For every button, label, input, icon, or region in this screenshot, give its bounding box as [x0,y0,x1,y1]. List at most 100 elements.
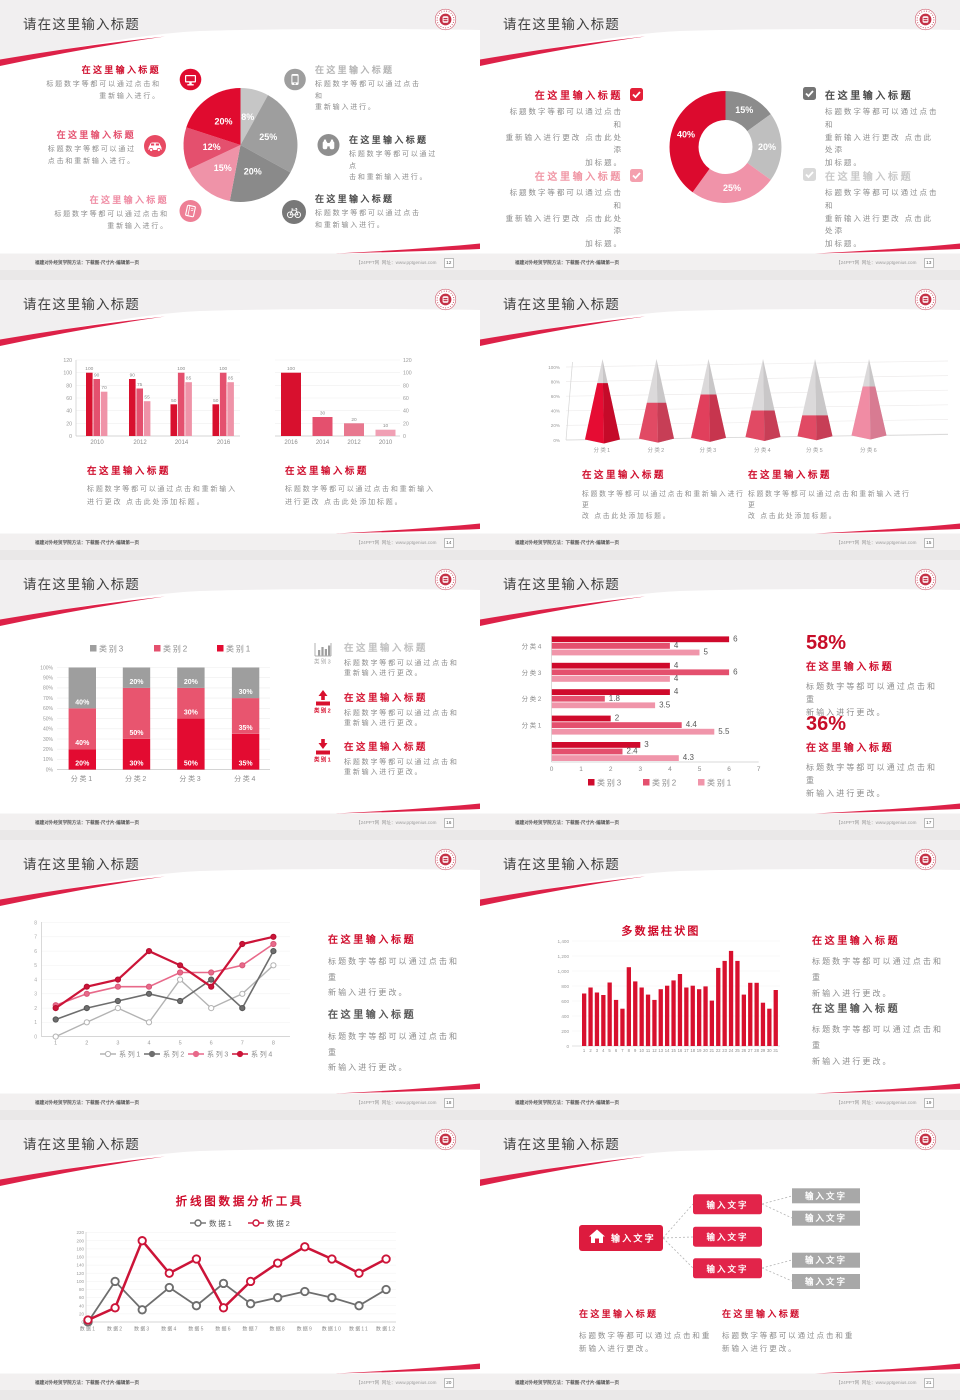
svg-text:数据12: 数据12 [376,1326,396,1333]
svg-text:2010: 2010 [379,440,393,446]
svg-text:23: 23 [722,1048,727,1053]
svg-text:20%: 20% [184,679,199,686]
svg-text:3: 3 [596,1048,599,1053]
svg-text:4: 4 [668,766,672,773]
svg-text:60: 60 [79,1295,85,1300]
svg-text:2010: 2010 [90,440,104,446]
svg-text:多数据柱状图: 多数据柱状图 [621,924,700,938]
svg-text:类别3: 类别3 [597,778,623,788]
svg-text:1: 1 [583,1048,586,1053]
svg-text:0: 0 [69,434,72,440]
svg-text:4: 4 [674,674,679,683]
svg-text:系列2: 系列2 [163,1050,186,1059]
svg-text:4: 4 [34,977,37,983]
svg-text:7: 7 [757,766,761,773]
svg-text:30: 30 [320,411,326,417]
svg-text:分类2: 分类2 [125,774,148,783]
svg-text:2: 2 [34,1006,37,1012]
svg-text:数据1: 数据1 [209,1218,234,1228]
svg-text:70: 70 [101,385,107,391]
svg-text:80: 80 [66,383,72,389]
svg-text:31: 31 [773,1048,778,1053]
svg-text:分类3: 分类3 [700,446,718,454]
svg-text:20: 20 [79,1312,85,1317]
svg-text:20%: 20% [244,166,262,176]
svg-text:类别1: 类别1 [226,644,252,654]
svg-text:20: 20 [351,417,357,423]
svg-text:1.8: 1.8 [609,694,621,703]
svg-text:分类2: 分类2 [522,694,543,703]
svg-text:折线图数据分析工具: 折线图数据分析工具 [176,1194,305,1208]
svg-text:系列1: 系列1 [119,1050,142,1059]
svg-text:分类1: 分类1 [71,774,94,783]
svg-text:2012: 2012 [133,440,147,446]
svg-text:80: 80 [403,383,409,389]
svg-text:数据5: 数据5 [188,1326,204,1333]
svg-text:1: 1 [579,766,583,773]
svg-text:30%: 30% [239,689,254,696]
svg-text:15: 15 [671,1048,676,1053]
svg-text:输入文字: 输入文字 [805,1277,847,1287]
svg-text:数据6: 数据6 [215,1326,231,1333]
svg-text:2: 2 [615,714,620,723]
svg-text:13: 13 [658,1048,663,1053]
svg-text:25: 25 [735,1048,740,1053]
svg-text:7: 7 [241,1041,244,1047]
svg-text:7: 7 [34,935,37,941]
svg-text:输入文字: 输入文字 [805,1213,847,1223]
svg-text:25%: 25% [259,132,277,142]
svg-text:90: 90 [94,373,100,379]
svg-text:50: 50 [171,398,177,404]
svg-text:40%: 40% [677,129,695,139]
svg-text:100%: 100% [548,365,560,370]
svg-text:10: 10 [639,1048,644,1053]
svg-text:20%: 20% [43,747,54,753]
svg-text:输入文字: 输入文字 [805,1255,847,1265]
svg-text:11: 11 [646,1048,651,1053]
svg-text:3.5: 3.5 [659,700,671,709]
svg-text:75: 75 [137,382,143,388]
svg-text:20%: 20% [214,117,232,127]
svg-text:0: 0 [403,434,406,440]
svg-text:分类4: 分类4 [754,446,772,454]
svg-text:分类5: 分类5 [806,446,824,454]
svg-text:30: 30 [767,1048,772,1053]
svg-text:0: 0 [34,1034,37,1040]
svg-text:5: 5 [608,1048,611,1053]
svg-text:3: 3 [34,992,37,998]
svg-text:类别1: 类别1 [707,778,733,788]
svg-text:输入文字: 输入文字 [706,1264,748,1274]
svg-text:120: 120 [76,1271,84,1276]
svg-text:21: 21 [709,1048,714,1053]
svg-text:200: 200 [76,1238,84,1243]
svg-text:1: 1 [54,1041,57,1047]
svg-text:6: 6 [34,949,37,955]
svg-text:分类1: 分类1 [594,446,612,454]
svg-text:8%: 8% [241,112,254,122]
svg-text:数据7: 数据7 [242,1326,258,1333]
svg-text:20%: 20% [75,761,90,768]
svg-text:5: 5 [698,766,702,773]
svg-text:8: 8 [628,1048,631,1053]
svg-text:100: 100 [177,366,185,372]
svg-text:8: 8 [34,920,37,926]
svg-text:140: 140 [76,1263,84,1268]
svg-text:70%: 70% [43,696,54,702]
svg-text:5: 5 [34,963,37,969]
svg-text:800: 800 [561,984,569,989]
svg-text:分类3: 分类3 [179,774,202,783]
svg-text:20: 20 [66,421,72,427]
svg-text:3: 3 [116,1041,119,1047]
svg-text:1,200: 1,200 [558,954,570,959]
svg-text:80%: 80% [43,686,54,692]
svg-text:数据3: 数据3 [134,1326,150,1333]
svg-text:输入文字: 输入文字 [706,1232,748,1242]
svg-text:2: 2 [85,1041,88,1047]
svg-text:数据10: 数据10 [322,1326,342,1333]
svg-text:29: 29 [761,1048,766,1053]
svg-text:15%: 15% [214,163,232,173]
svg-text:50: 50 [213,398,219,404]
svg-text:2016: 2016 [217,440,231,446]
svg-text:50%: 50% [184,761,199,768]
svg-text:4: 4 [674,641,679,650]
